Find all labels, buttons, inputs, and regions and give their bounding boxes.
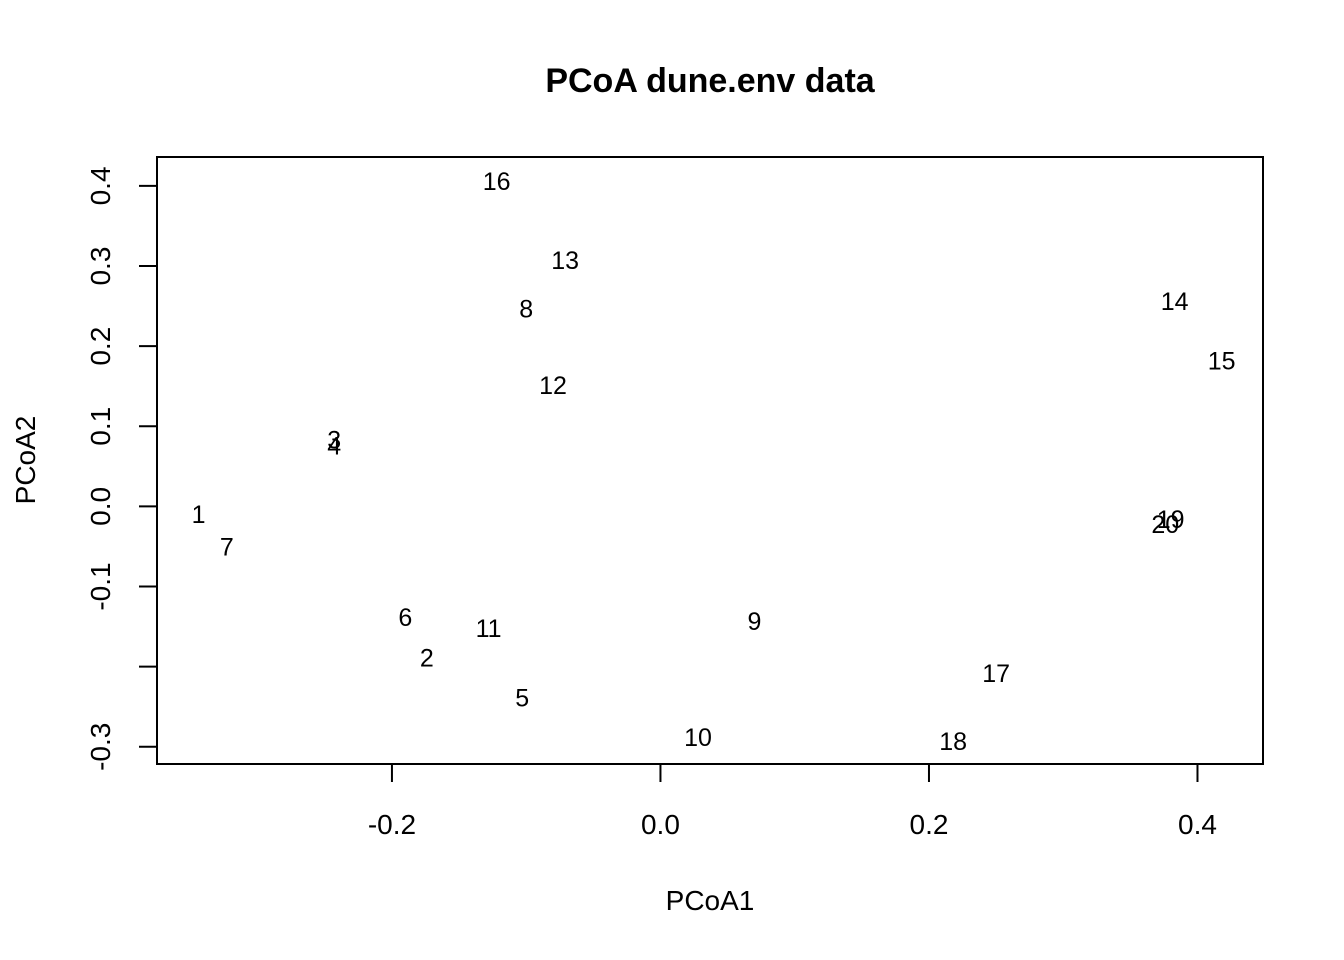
x-tick-label: 0.2: [910, 809, 949, 840]
point-label-9: 9: [747, 608, 761, 636]
point-label-5: 5: [515, 685, 529, 713]
y-tick-label: 0.1: [85, 407, 116, 446]
point-label-20: 20: [1151, 511, 1179, 539]
x-tick-label: 0.4: [1178, 809, 1217, 840]
point-label-3: 3: [327, 427, 341, 455]
y-tick-label: 0.0: [85, 487, 116, 526]
point-label-14: 14: [1161, 288, 1189, 316]
point-label-1: 1: [192, 501, 206, 529]
point-label-11: 11: [476, 615, 502, 643]
point-label-16: 16: [483, 168, 511, 196]
plot-frame: [156, 156, 1264, 765]
point-label-2: 2: [420, 645, 434, 673]
point-label-6: 6: [398, 604, 412, 632]
x-axis-label: PCoA1: [666, 885, 755, 916]
point-label-10: 10: [684, 724, 712, 752]
point-label-17: 17: [982, 660, 1010, 688]
x-axis: -0.2 0.0 0.2 0.4: [368, 763, 1217, 840]
point-label-18: 18: [939, 728, 967, 756]
point-label-13: 13: [551, 247, 579, 275]
point-label-15: 15: [1208, 347, 1236, 375]
point-label-19: 19: [1157, 506, 1185, 534]
point-label-12: 12: [539, 372, 567, 400]
y-tick-label: 0.4: [85, 166, 116, 205]
point-label-4: 4: [327, 432, 341, 460]
x-tick-label: -0.2: [368, 809, 416, 840]
y-tick-label: -0.1: [85, 562, 116, 610]
y-axis: -0.3 -0.1 0.0 0.1 0.2 0.3 0.4: [85, 166, 158, 771]
point-label-7: 7: [220, 533, 234, 561]
y-tick-label: -0.3: [85, 723, 116, 771]
point-label-8: 8: [519, 295, 533, 323]
x-tick-label: 0.0: [641, 809, 680, 840]
y-tick-label: 0.2: [85, 327, 116, 366]
chart-title: PCoA dune.env data: [545, 62, 875, 100]
y-tick-label: 0.3: [85, 247, 116, 286]
y-axis-label: PCoA2: [10, 416, 41, 505]
